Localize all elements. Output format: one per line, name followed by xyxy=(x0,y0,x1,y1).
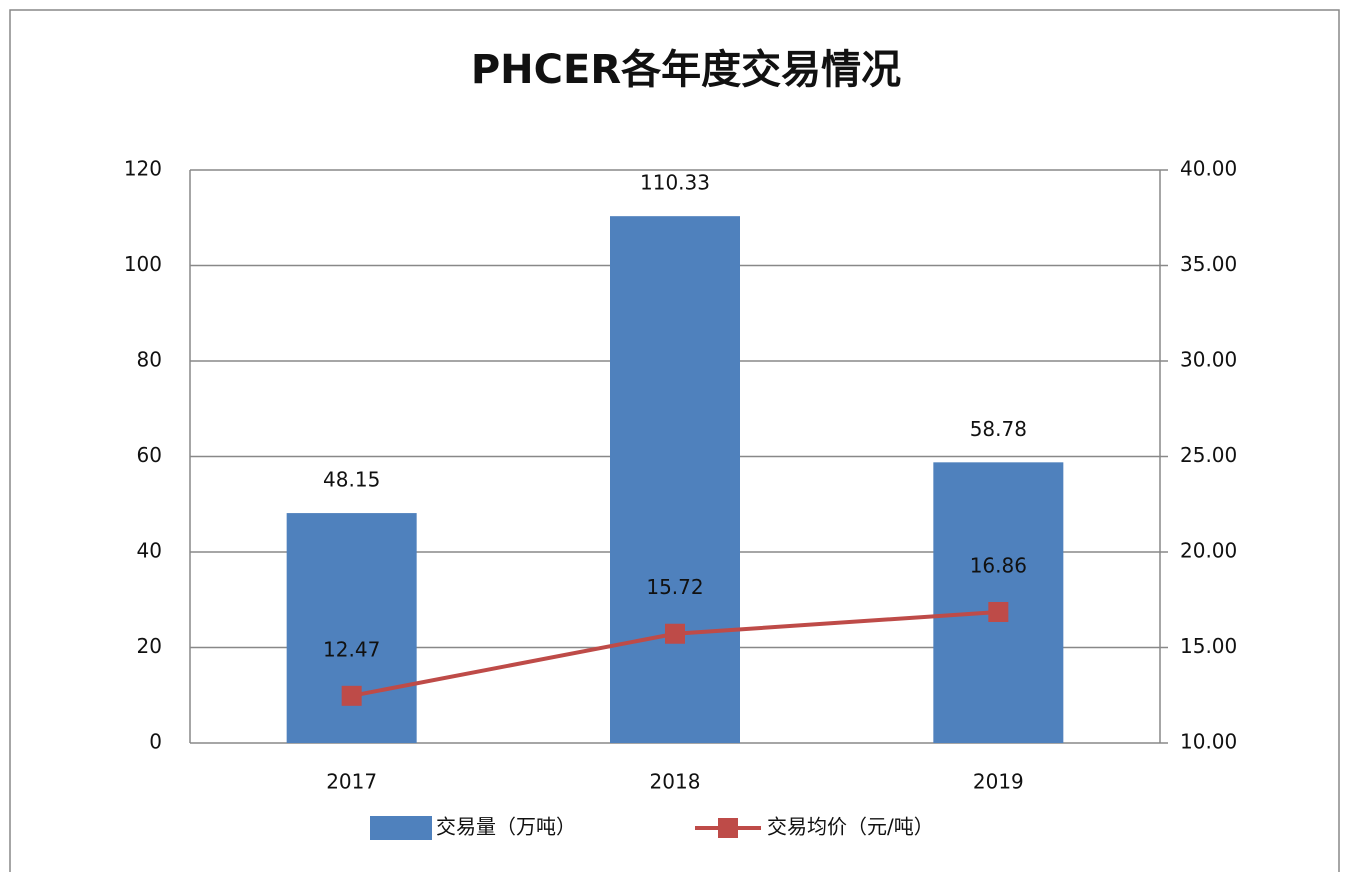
y2-tick-label: 25.00 xyxy=(1180,443,1237,467)
y-tick-label: 60 xyxy=(137,443,162,467)
y-tick-label: 0 xyxy=(149,730,162,754)
marker xyxy=(341,685,362,706)
y2-tick-label: 10.00 xyxy=(1180,730,1237,754)
data-label: 12.47 xyxy=(323,637,380,661)
data-label: 58.78 xyxy=(970,417,1027,441)
legend-label: 交易量（万吨） xyxy=(436,815,576,839)
y-tick-label: 120 xyxy=(124,157,162,181)
bar xyxy=(286,513,417,743)
x-tick-label: 2017 xyxy=(326,770,377,794)
legend-marker xyxy=(718,818,738,838)
data-label: 15.72 xyxy=(646,575,703,599)
chart-title: PHCER各年度交易情况 xyxy=(471,47,901,93)
data-label: 48.15 xyxy=(323,468,380,492)
y-tick-label: 80 xyxy=(137,348,162,372)
y2-tick-label: 40.00 xyxy=(1180,157,1237,181)
marker xyxy=(988,601,1009,622)
y2-tick-label: 30.00 xyxy=(1180,348,1237,372)
data-label: 110.33 xyxy=(640,171,710,195)
legend-label: 交易均价（元/吨） xyxy=(767,815,934,839)
legend-swatch xyxy=(370,816,432,840)
y-tick-label: 20 xyxy=(137,634,162,658)
y-tick-label: 100 xyxy=(124,252,162,276)
bar xyxy=(610,216,740,743)
y2-tick-label: 15.00 xyxy=(1180,634,1237,658)
data-label: 16.86 xyxy=(970,553,1027,577)
marker xyxy=(665,623,685,644)
x-tick-label: 2019 xyxy=(973,770,1024,794)
y2-tick-label: 20.00 xyxy=(1180,539,1237,563)
x-tick-label: 2018 xyxy=(650,770,701,794)
y-tick-label: 40 xyxy=(137,539,162,563)
y2-tick-label: 35.00 xyxy=(1180,252,1237,276)
